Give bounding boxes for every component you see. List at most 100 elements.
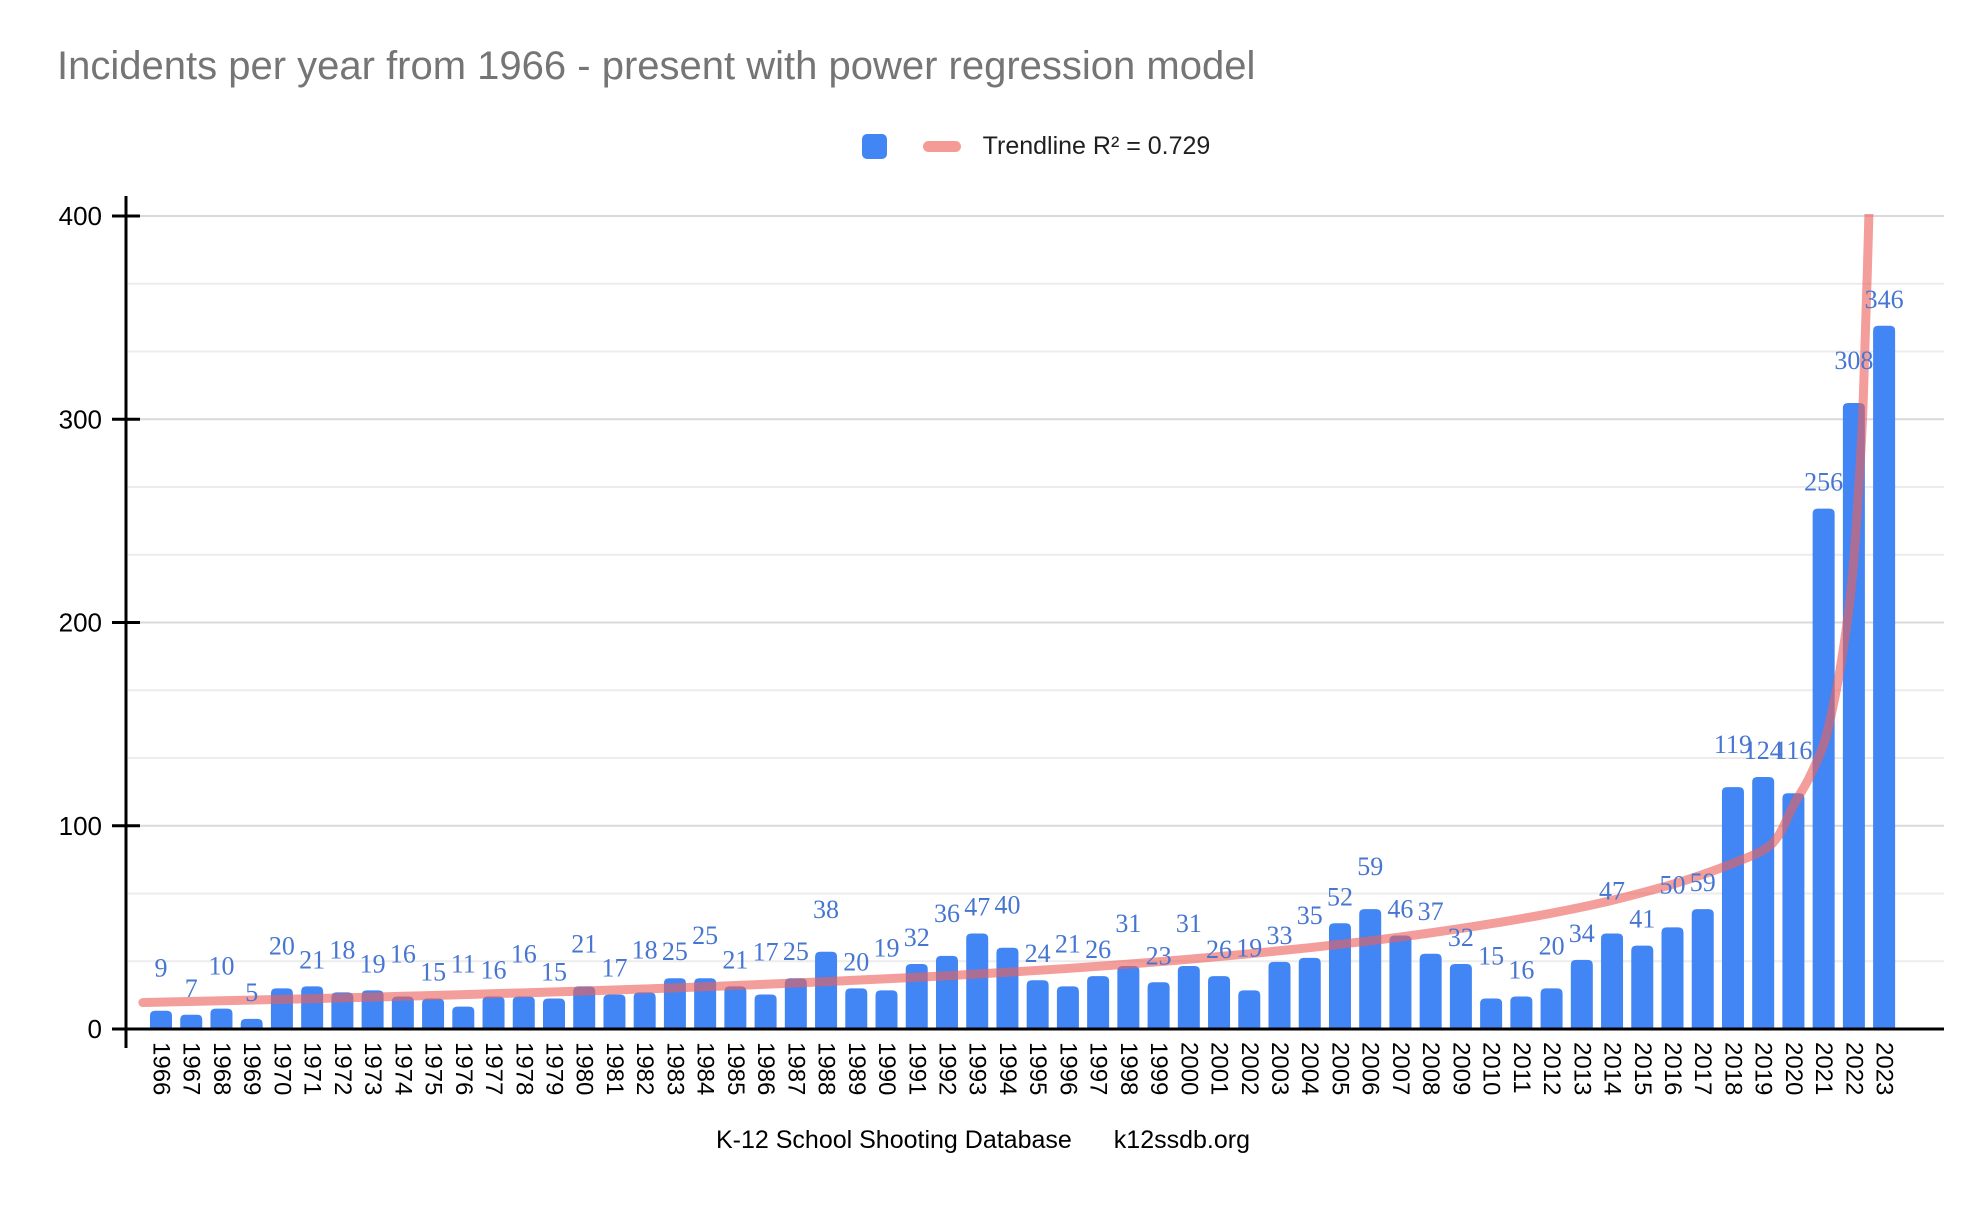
x-tick-label-1992: 1992 (933, 1042, 960, 1095)
series-swatch-icon (861, 134, 887, 159)
bar-label-2001: 26 (1206, 935, 1232, 964)
bar-label-2014: 47 (1599, 876, 1625, 905)
bar-2008 (1419, 953, 1442, 1028)
bar-label-2016: 50 (1660, 870, 1686, 899)
bar-label-1971: 21 (299, 945, 325, 974)
bar-1994 (996, 947, 1019, 1028)
bar-label-2013: 34 (1569, 919, 1595, 948)
bar-label-1992: 36 (934, 899, 960, 928)
x-tick-label-1986: 1986 (752, 1042, 779, 1095)
bar-1982 (633, 992, 656, 1028)
legend: Trendline R² = 0.729 (128, 132, 1944, 161)
bar-2014 (1601, 933, 1624, 1028)
x-tick-label-1980: 1980 (571, 1042, 598, 1095)
x-tick-label-1973: 1973 (359, 1042, 386, 1095)
bar-label-2021: 256 (1804, 468, 1843, 497)
x-tick-label-1987: 1987 (782, 1042, 809, 1095)
bar-2000 (1177, 965, 1200, 1028)
bar-1979 (542, 998, 565, 1028)
x-tick-label-2014: 2014 (1599, 1042, 1626, 1095)
bar-1978 (512, 996, 535, 1028)
x-tick-label-2023: 2023 (1871, 1042, 1898, 1095)
x-tick-label-1981: 1981 (601, 1042, 628, 1095)
x-tick-label-1998: 1998 (1115, 1042, 1142, 1095)
bar-2006 (1359, 909, 1382, 1028)
bar-1996 (1056, 986, 1079, 1028)
bar-2003 (1268, 961, 1291, 1028)
bar-label-2006: 59 (1357, 852, 1383, 881)
chart-title: Incidents per year from 1966 - present w… (57, 44, 1256, 88)
x-tick-label-1976: 1976 (450, 1042, 477, 1095)
bar-label-1994: 40 (994, 891, 1020, 920)
bar-label-2003: 33 (1267, 921, 1293, 950)
bar-1985 (724, 986, 747, 1028)
bar-1971 (301, 986, 324, 1028)
bar-label-2011: 16 (1508, 955, 1534, 984)
bar-1969 (240, 1018, 263, 1028)
bar-2011 (1510, 996, 1533, 1028)
bar-1997 (1087, 976, 1110, 1028)
x-tick-label-2022: 2022 (1840, 1042, 1867, 1095)
bar-label-1969: 5 (245, 978, 258, 1007)
x-tick-label-1974: 1974 (389, 1042, 416, 1095)
bar-2015 (1631, 945, 1654, 1028)
x-tick-label-2012: 2012 (1538, 1042, 1565, 1095)
bar-1967 (180, 1014, 203, 1028)
bar-label-2008: 37 (1418, 897, 1444, 926)
bar-label-1991: 32 (904, 923, 930, 952)
x-tick-label-1982: 1982 (631, 1042, 658, 1095)
y-tick-label-200: 200 (59, 608, 102, 638)
bar-label-2022: 308 (1834, 346, 1873, 375)
bar-2002 (1238, 990, 1261, 1028)
bar-1970 (270, 988, 293, 1028)
x-tick-label-1977: 1977 (480, 1042, 507, 1095)
bar-label-1995: 24 (1025, 939, 1051, 968)
x-tick-label-2003: 2003 (1266, 1042, 1293, 1095)
x-tick-label-2016: 2016 (1659, 1042, 1686, 1095)
bar-2019 (1752, 776, 1775, 1028)
x-tick-label-1993: 1993 (964, 1042, 991, 1095)
y-tick-label-0: 0 (88, 1014, 102, 1044)
bar-2010 (1480, 998, 1503, 1028)
x-tick-label-1997: 1997 (1085, 1042, 1112, 1095)
bar-label-1988: 38 (813, 895, 839, 924)
bar-label-2000: 31 (1176, 909, 1202, 938)
bar-2020 (1782, 793, 1805, 1028)
bar-label-1973: 19 (360, 949, 386, 978)
x-tick-label-1991: 1991 (903, 1042, 930, 1095)
x-tick-label-1975: 1975 (420, 1042, 447, 1095)
bar-label-2017: 59 (1690, 868, 1716, 897)
bar-label-2002: 19 (1236, 933, 1262, 962)
bar-2017 (1691, 909, 1714, 1028)
x-tick-label-1979: 1979 (540, 1042, 567, 1095)
bar-2021 (1812, 508, 1835, 1028)
bar-1998 (1117, 965, 1140, 1028)
bar-label-1975: 15 (420, 958, 446, 987)
bar-label-2019: 124 (1744, 736, 1783, 765)
bar-1988 (815, 951, 838, 1028)
x-tick-label-2000: 2000 (1175, 1042, 1202, 1095)
bar-1993 (966, 933, 989, 1028)
bar-1976 (452, 1006, 475, 1028)
bar-label-1985: 21 (722, 945, 748, 974)
x-tick-label-1970: 1970 (268, 1042, 295, 1095)
x-tick-label-1967: 1967 (178, 1042, 205, 1095)
x-tick-label-2017: 2017 (1689, 1042, 1716, 1095)
bar-1968 (210, 1008, 233, 1028)
x-tick-label-1983: 1983 (661, 1042, 688, 1095)
y-tick-label-300: 300 (59, 404, 102, 434)
bar-label-1997: 26 (1085, 935, 1111, 964)
bar-label-1990: 19 (874, 933, 900, 962)
y-tick-label-100: 100 (59, 811, 102, 841)
x-tick-label-2019: 2019 (1750, 1042, 1777, 1095)
x-tick-label-1990: 1990 (873, 1042, 900, 1095)
x-tick-label-2020: 2020 (1780, 1042, 1807, 1095)
x-tick-label-1989: 1989 (843, 1042, 870, 1095)
bar-label-1983: 25 (662, 937, 688, 966)
x-tick-label-1972: 1972 (329, 1042, 356, 1095)
bar-1999 (1147, 982, 1170, 1028)
bar-label-2010: 15 (1478, 942, 1504, 971)
bar-label-1981: 17 (601, 953, 627, 982)
bar-2022 (1842, 402, 1865, 1028)
bar-label-2004: 35 (1297, 901, 1323, 930)
